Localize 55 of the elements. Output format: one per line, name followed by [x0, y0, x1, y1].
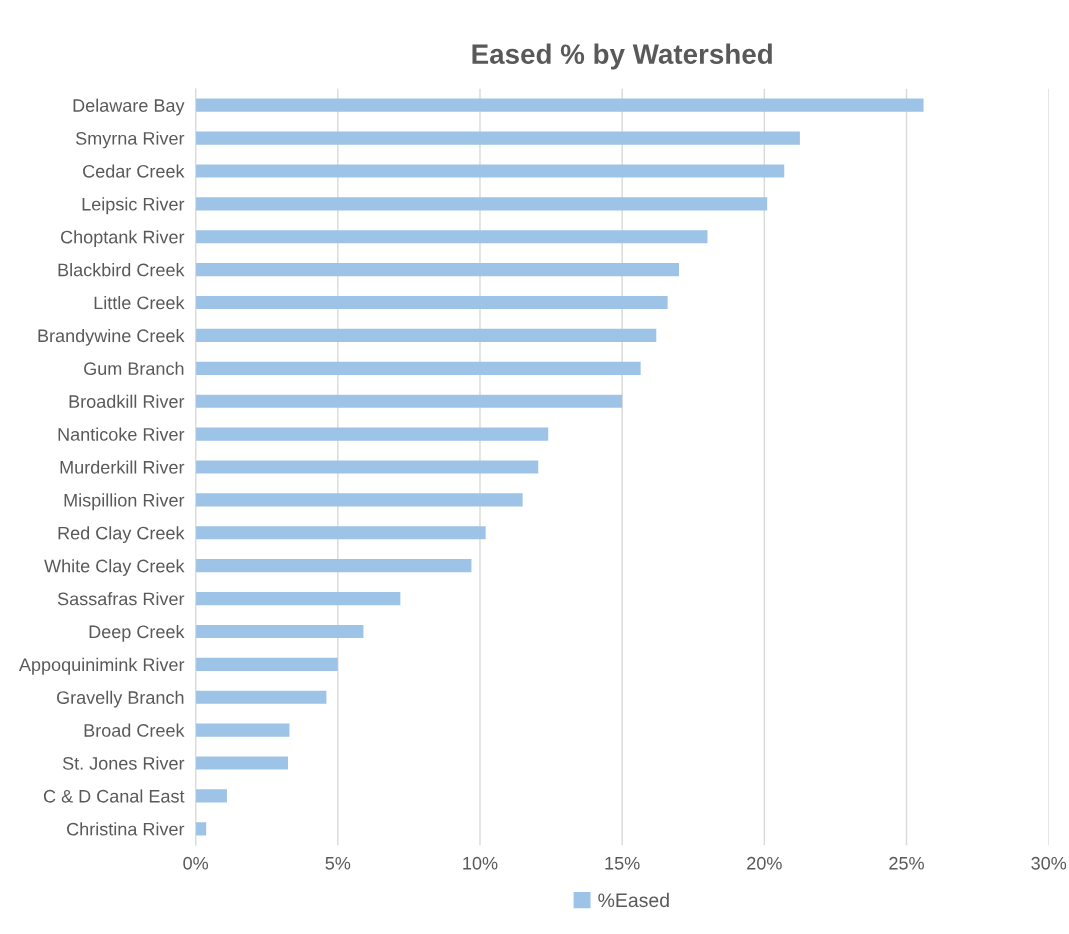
bar	[195, 164, 785, 178]
chart-title: Eased % by Watershed	[472, 43, 772, 70]
bar	[195, 493, 523, 507]
y-tick-label: C & D Canal East	[43, 789, 185, 803]
y-tick-label: Red Clay Creek	[58, 526, 185, 544]
bar	[195, 591, 401, 606]
legend-label: %Eased	[598, 892, 669, 908]
y-tick-label: Mispillion River	[64, 493, 185, 511]
y-tick-label: Gravelly Branch	[56, 690, 184, 708]
bar	[195, 624, 364, 639]
bar	[195, 460, 539, 474]
y-tick-label: Broad Creek	[84, 723, 185, 737]
bar	[195, 394, 623, 408]
bar	[195, 230, 708, 244]
bar	[195, 789, 227, 803]
y-tick-label: Gum Branch	[84, 361, 184, 376]
y-tick-label: Delaware Bay	[73, 98, 185, 116]
bar	[195, 361, 641, 375]
y-tick-label: Leipsic River	[82, 197, 185, 215]
y-tick-label: White Clay Creek	[44, 559, 185, 576]
y-tick-label: Christina River	[67, 822, 185, 836]
bar	[195, 559, 472, 573]
x-tick-label: 10%	[463, 856, 498, 870]
y-tick-label: Sassafras River	[57, 592, 185, 606]
bar	[195, 822, 207, 836]
bar	[195, 657, 338, 671]
y-tick-label: St. Jones River	[62, 756, 185, 770]
x-tick-label: 25%	[889, 856, 924, 870]
bar	[195, 690, 327, 704]
x-tick-label: 5%	[325, 856, 351, 870]
bar	[195, 756, 289, 770]
bar	[195, 723, 290, 737]
bar	[195, 328, 657, 343]
y-tick-label: Choptank River	[61, 230, 185, 248]
bar	[195, 197, 768, 211]
y-tick-label: Broadkill River	[69, 394, 185, 408]
bar	[195, 427, 549, 441]
y-tick-label: Little Creek	[94, 295, 185, 310]
x-tick-label: 0%	[183, 856, 209, 870]
x-tick-label: 15%	[605, 856, 640, 870]
y-tick-label: Deep Creek	[89, 624, 185, 642]
y-tick-label: Blackbird Creek	[58, 263, 185, 277]
bar	[195, 295, 668, 310]
y-tick-label: Brandywine Creek	[38, 328, 185, 346]
y-tick-label: Appoquinimink River	[18, 657, 185, 675]
y-tick-label: Nanticoke River	[58, 427, 185, 441]
bar	[195, 131, 800, 145]
x-tick-label: 20%	[747, 856, 782, 870]
bar	[195, 98, 924, 112]
bar	[195, 263, 680, 277]
x-tick-label: 30%	[1031, 856, 1067, 870]
y-tick-label: Murderkill River	[60, 460, 185, 474]
y-tick-label: Smyrna River	[75, 131, 185, 149]
y-tick-label: Cedar Creek	[83, 164, 185, 178]
bar	[195, 526, 486, 540]
